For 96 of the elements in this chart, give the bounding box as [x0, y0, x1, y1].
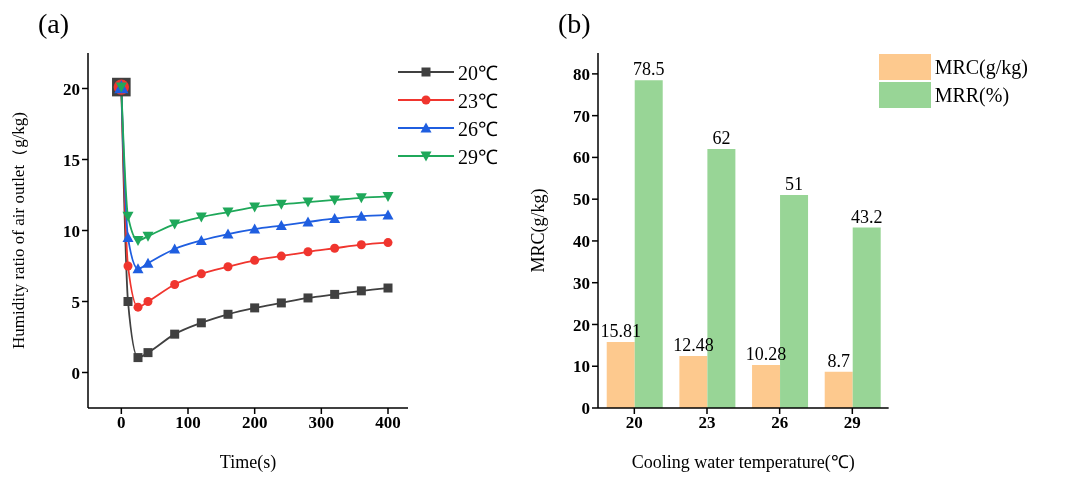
bar	[752, 365, 781, 408]
bar	[852, 227, 881, 408]
point	[276, 298, 286, 308]
y-tick-label: 40	[573, 231, 590, 251]
point	[195, 212, 207, 223]
point	[170, 329, 180, 339]
point	[143, 348, 153, 358]
y-tick-label: 15	[63, 150, 80, 170]
point	[382, 209, 394, 220]
point	[133, 353, 143, 363]
y-tick-label: 10	[573, 357, 590, 377]
y-tick-label: 0	[71, 363, 80, 383]
point	[383, 238, 393, 248]
point	[223, 309, 233, 319]
point	[222, 207, 234, 218]
point	[303, 293, 313, 303]
y-tick-label: 10	[63, 221, 80, 241]
bar	[679, 355, 708, 408]
legend-label: 26℃	[458, 116, 498, 142]
point	[275, 199, 287, 210]
point	[122, 211, 134, 222]
point	[122, 232, 134, 243]
x-tick-label: 400	[375, 413, 401, 433]
data-label: 15.81	[600, 320, 641, 341]
data-label: 8.7	[827, 350, 850, 371]
point	[356, 240, 366, 250]
y-tick-label: 20	[63, 79, 80, 99]
data-label: 62	[712, 128, 731, 149]
point	[132, 235, 144, 246]
point	[142, 257, 154, 268]
data-label: 51	[785, 174, 804, 194]
point	[223, 262, 233, 272]
point	[355, 193, 367, 204]
x-tick-label: 20	[625, 413, 643, 433]
x-tick-label: 0	[117, 413, 126, 433]
bar	[606, 341, 635, 408]
x-tick-label: 100	[175, 413, 201, 433]
data-label: 12.48	[673, 334, 714, 355]
y-tick-label: 5	[71, 292, 80, 312]
point	[169, 219, 181, 230]
data-label: 10.28	[745, 344, 787, 365]
legend-label: 23℃	[458, 88, 498, 114]
point	[170, 279, 180, 289]
point	[330, 243, 340, 253]
bar	[824, 371, 853, 408]
point	[275, 220, 287, 231]
point	[276, 251, 286, 261]
y-tick-label: 60	[573, 148, 590, 168]
point	[250, 303, 260, 313]
point	[329, 195, 341, 206]
point	[355, 210, 367, 221]
point	[303, 247, 313, 257]
legend-label: 29℃	[458, 144, 498, 170]
point	[142, 231, 154, 242]
point	[302, 216, 314, 227]
point	[302, 197, 314, 208]
point	[196, 318, 206, 328]
point	[133, 302, 143, 312]
y-tick-label: 20	[573, 315, 590, 335]
x-tick-label: 26	[771, 413, 789, 433]
chart-title: (b)	[558, 8, 591, 40]
chart-title: (a)	[38, 8, 70, 40]
point	[196, 269, 206, 279]
y-tick-label: 0	[581, 399, 590, 419]
point	[169, 243, 181, 254]
x-tick-label: 23	[698, 413, 716, 433]
point	[249, 202, 261, 213]
legend-label: MRC(g/kg)	[934, 55, 1028, 79]
point	[132, 263, 144, 274]
data-label: 78.5	[632, 59, 665, 80]
legend-label: 20℃	[458, 60, 498, 86]
x-tick-label: 300	[308, 413, 335, 433]
data-label: 43.2	[850, 206, 883, 227]
point	[143, 297, 153, 306]
y-tick-label: 50	[573, 190, 590, 210]
x-tick-label: 29	[843, 413, 861, 433]
y-tick-label: 70	[573, 106, 590, 126]
y-axis-title: MRC(g/kg)	[528, 188, 550, 273]
point	[329, 212, 341, 223]
y-tick-label: 80	[573, 64, 590, 84]
point	[330, 289, 340, 299]
point	[383, 283, 393, 293]
point	[250, 255, 260, 265]
x-axis-title: Cooling water temperature(℃)	[631, 452, 855, 473]
x-axis-title: Time(s)	[219, 452, 277, 473]
point	[123, 261, 133, 271]
point	[249, 223, 261, 234]
point	[195, 234, 207, 245]
point	[222, 228, 234, 239]
point	[123, 297, 133, 306]
legend-label: MRR(%)	[934, 83, 1010, 107]
x-tick-label: 200	[241, 413, 268, 433]
point	[382, 191, 394, 202]
point	[356, 286, 366, 296]
y-tick-label: 30	[573, 273, 590, 293]
y-axis-title: Humidity ratio of air outlet（g/kg)	[9, 111, 29, 350]
